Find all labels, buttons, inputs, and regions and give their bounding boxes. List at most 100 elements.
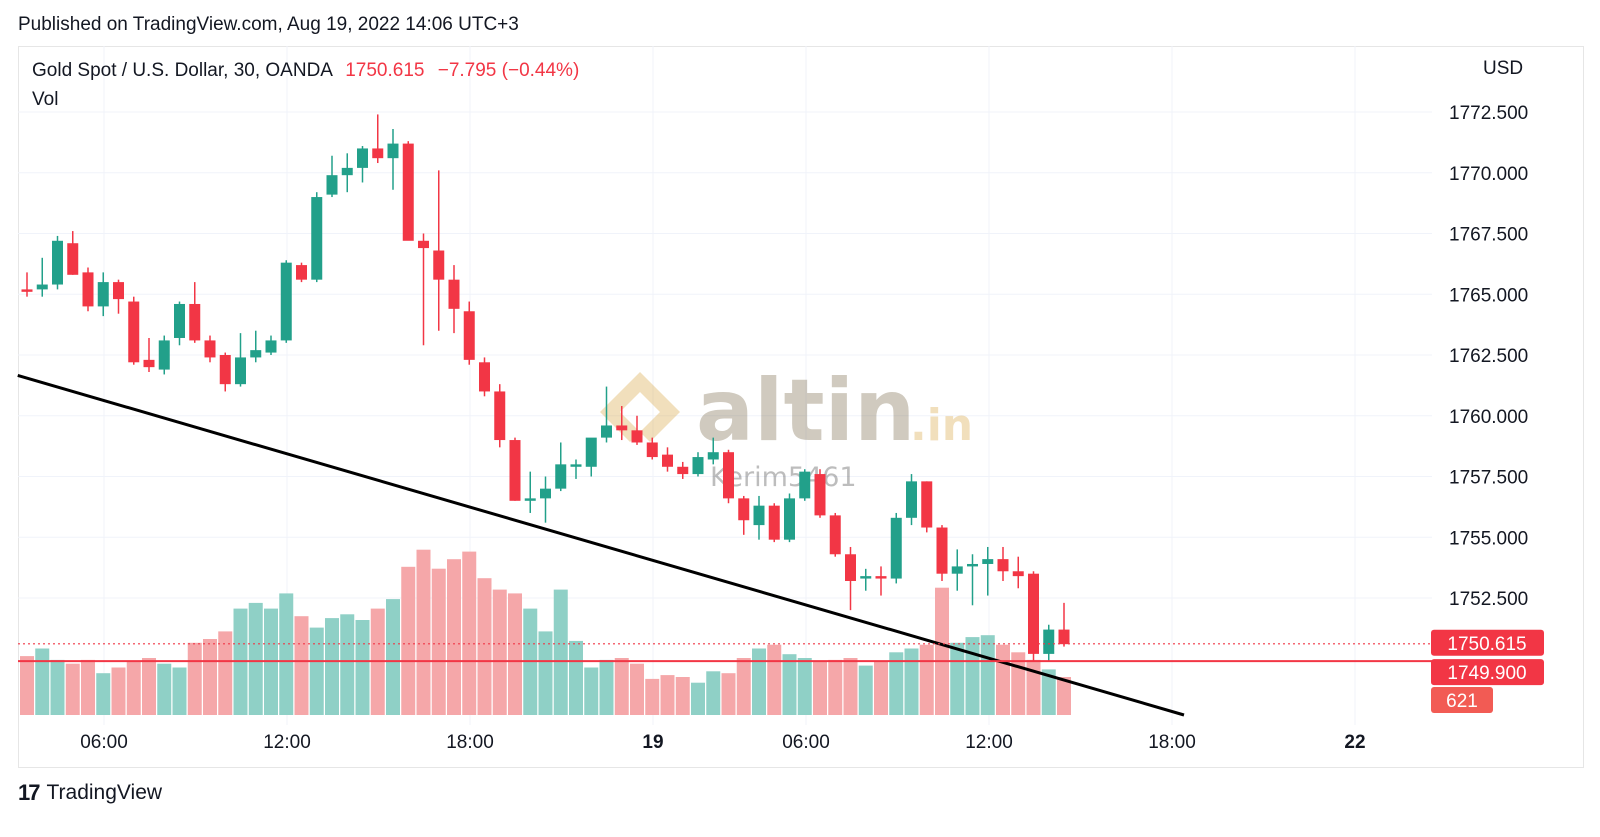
footer-brand: TradingView bbox=[46, 781, 163, 804]
watermark-brand-suffix: .in bbox=[910, 400, 973, 451]
candle-body bbox=[799, 471, 811, 499]
volume-bar bbox=[630, 663, 644, 715]
candle-body bbox=[265, 340, 277, 353]
volume-bar bbox=[980, 635, 995, 715]
candle-body bbox=[875, 576, 887, 579]
volume-bar bbox=[1026, 659, 1041, 715]
volume-bar bbox=[721, 673, 736, 715]
candle-body bbox=[982, 559, 994, 564]
symbol-legend: Gold Spot / U.S. Dollar, 30, OANDA 1750.… bbox=[32, 60, 579, 82]
candle-body bbox=[357, 148, 368, 168]
volume-badge-text: 621 bbox=[1446, 691, 1478, 712]
candle-body bbox=[158, 340, 170, 370]
candle-body bbox=[906, 481, 917, 518]
volume-bar bbox=[645, 678, 660, 715]
candle-body bbox=[463, 311, 475, 360]
volume-bar bbox=[431, 568, 446, 715]
candle-body bbox=[524, 498, 536, 501]
candle-body bbox=[311, 197, 323, 280]
price-tick-label: 1757.500 bbox=[1449, 468, 1528, 489]
candle-body bbox=[601, 425, 612, 438]
volume-bar bbox=[1057, 677, 1071, 715]
price-tick-label: 1770.000 bbox=[1449, 164, 1528, 185]
watermark-author: Kerim5461 bbox=[710, 462, 857, 493]
volume-badge: 621 bbox=[1431, 687, 1493, 713]
volume-bar bbox=[858, 665, 873, 715]
volume-bar bbox=[1041, 669, 1056, 715]
price-tick-label: 1760.000 bbox=[1449, 407, 1528, 428]
volume-bar bbox=[126, 661, 141, 715]
candle-body bbox=[723, 452, 734, 499]
volume-bar bbox=[950, 642, 965, 715]
volume-bar bbox=[172, 667, 187, 715]
chart-frame bbox=[18, 46, 1584, 768]
volume-bar bbox=[50, 659, 65, 715]
volume-bar bbox=[477, 578, 492, 715]
time-tick-label: 06:00 bbox=[80, 732, 128, 753]
candle-body bbox=[341, 167, 353, 176]
candle-body bbox=[67, 243, 79, 275]
volume-bar bbox=[96, 673, 111, 715]
watermark-brand: altin bbox=[696, 361, 915, 461]
candle-body bbox=[921, 481, 933, 528]
candle-body bbox=[372, 148, 384, 159]
tradingview-logo-icon: 17 bbox=[18, 780, 41, 805]
volume-bar bbox=[279, 593, 294, 715]
candle-body bbox=[662, 454, 673, 467]
volume-bar bbox=[218, 631, 233, 715]
candle-body bbox=[845, 554, 856, 581]
level-badge-text: 1749.900 bbox=[1447, 663, 1526, 684]
legend-price: 1750.615 bbox=[345, 60, 425, 81]
time-axis: 06:00 12:00 18:00 19 06:00 12:00 18:00 22 bbox=[80, 732, 1365, 753]
volume-bar bbox=[355, 620, 370, 715]
candle-body bbox=[753, 505, 765, 526]
legend-change: −7.795 (−0.44%) bbox=[437, 60, 580, 81]
candle-body bbox=[433, 250, 445, 280]
candle-body bbox=[448, 279, 460, 309]
volume-bar bbox=[81, 659, 95, 715]
footer[interactable]: 17 TradingView bbox=[18, 780, 162, 806]
price-tick-label: 1765.000 bbox=[1449, 285, 1528, 306]
candle-body bbox=[326, 175, 338, 195]
brand-logo-icon bbox=[600, 372, 680, 442]
volume-bar bbox=[187, 642, 202, 715]
volume-bar bbox=[935, 587, 949, 715]
trendline bbox=[17, 373, 1185, 717]
candle-body bbox=[631, 430, 643, 443]
volume-bar bbox=[782, 654, 797, 715]
candle-body bbox=[509, 440, 521, 501]
time-tick-label: 22 bbox=[1344, 732, 1365, 753]
price-axis: 1772.500 1770.000 1767.500 1765.000 1762.500… bbox=[1449, 103, 1528, 610]
candle-body bbox=[189, 303, 201, 341]
candle-body bbox=[616, 425, 628, 431]
volume-bar bbox=[767, 644, 782, 715]
candle-body bbox=[768, 505, 780, 540]
price-tick-label: 1755.000 bbox=[1449, 528, 1528, 549]
candle-body bbox=[936, 527, 948, 574]
candle-body bbox=[494, 391, 506, 441]
candle-body bbox=[967, 563, 978, 567]
volume-bar bbox=[386, 599, 400, 715]
time-tick-label: 12:00 bbox=[263, 732, 311, 753]
candle-body bbox=[784, 498, 795, 540]
candle-body bbox=[21, 289, 33, 292]
last-price-badge: 1750.615 bbox=[1431, 629, 1544, 656]
volume-bar bbox=[691, 682, 705, 715]
published-note: Published on TradingView.com, Aug 19, 20… bbox=[18, 14, 519, 35]
volume-bar bbox=[325, 618, 339, 715]
candle-body bbox=[174, 303, 185, 338]
candle-body bbox=[1012, 571, 1024, 577]
candle-body bbox=[97, 282, 109, 307]
volume-bar bbox=[736, 658, 751, 715]
candle-body bbox=[52, 240, 63, 285]
candles bbox=[21, 114, 1070, 662]
candle-body bbox=[997, 559, 1009, 572]
volume-bar bbox=[706, 671, 721, 715]
volume-bar bbox=[569, 640, 583, 715]
candle-body bbox=[143, 359, 155, 368]
candle-body bbox=[585, 437, 597, 467]
volume-bar bbox=[904, 648, 919, 715]
volume-bar bbox=[20, 656, 34, 715]
volume-bar bbox=[553, 589, 568, 715]
